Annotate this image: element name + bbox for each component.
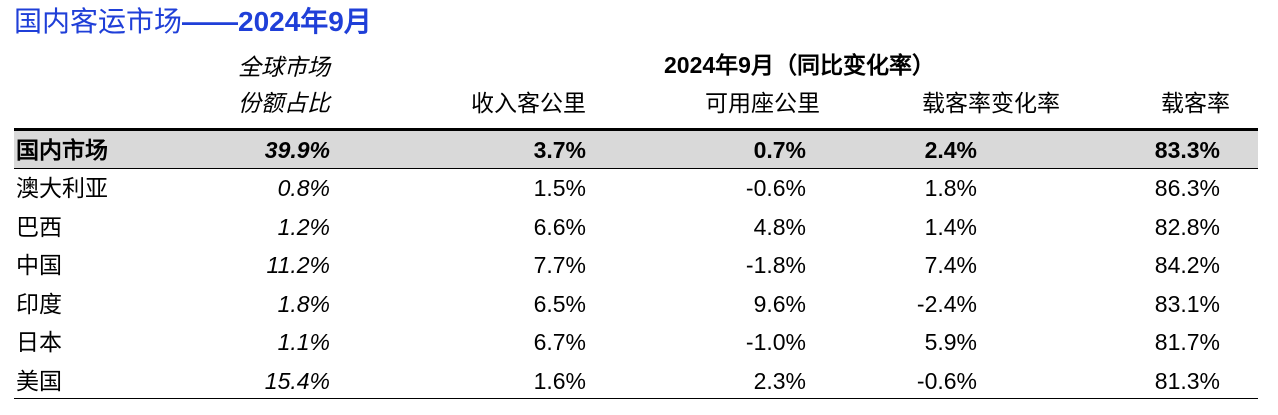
load-factor-cell: 83.3% <box>1154 137 1220 163</box>
rpk-cell: 6.5% <box>533 291 586 317</box>
ask-cell: 4.8% <box>753 214 806 240</box>
load-factor-cell: 86.3% <box>1154 175 1220 201</box>
table-row: 美国 15.4% 1.6% 2.3% -0.6% 81.3% <box>14 362 1258 400</box>
lf-change-cell: -2.4% <box>916 291 977 317</box>
lf-change-cell: 1.8% <box>924 175 977 201</box>
market-share-cell: 1.8% <box>277 291 330 317</box>
column-header-lf: 载客率 <box>1161 90 1230 116</box>
market-share-cell: 11.2% <box>266 252 330 278</box>
market-name-cell: 印度 <box>16 291 62 317</box>
load-factor-cell: 82.8% <box>1154 214 1220 240</box>
rpk-cell: 3.7% <box>533 137 586 163</box>
table-row: 中国 11.2% 7.7% -1.8% 7.4% 84.2% <box>14 246 1258 284</box>
header-rule <box>14 128 1258 131</box>
market-share-cell: 39.9% <box>264 137 330 163</box>
table-row: 日本 1.1% 6.7% -1.0% 5.9% 81.7% <box>14 323 1258 361</box>
market-name-cell: 澳大利亚 <box>16 175 108 201</box>
market-name-cell: 中国 <box>16 252 62 278</box>
load-factor-cell: 83.1% <box>1154 291 1220 317</box>
market-name-cell: 国内市场 <box>16 137 108 163</box>
column-header-lf-change: 载客率变化率 <box>922 90 1060 116</box>
lf-change-cell: 7.4% <box>924 252 977 278</box>
lf-change-cell: -0.6% <box>916 368 977 394</box>
share-header-line1: 全球市场 <box>238 54 330 80</box>
market-name-cell: 巴西 <box>16 214 62 240</box>
market-share-cell: 1.1% <box>277 329 330 355</box>
ask-cell: 2.3% <box>753 368 806 394</box>
load-factor-cell: 81.7% <box>1154 329 1220 355</box>
market-name-cell: 美国 <box>16 368 62 394</box>
ask-cell: -1.8% <box>745 252 806 278</box>
page-title: 国内客运市场——2024年9月 <box>14 4 372 40</box>
ask-cell: 9.6% <box>753 291 806 317</box>
ask-cell: -0.6% <box>745 175 806 201</box>
rpk-cell: 6.7% <box>533 329 586 355</box>
table-bottom-rule <box>14 398 1258 399</box>
period-group-header: 2024年9月（同比变化率） <box>664 52 935 78</box>
market-share-cell: 0.8% <box>277 175 330 201</box>
rpk-cell: 1.6% <box>533 368 586 394</box>
market-share-cell: 15.4% <box>264 368 330 394</box>
table-row: 巴西 1.2% 6.6% 4.8% 1.4% 82.8% <box>14 208 1258 246</box>
table-row: 澳大利亚 0.8% 1.5% -0.6% 1.8% 86.3% <box>14 169 1258 207</box>
load-factor-cell: 81.3% <box>1154 368 1220 394</box>
rpk-cell: 6.6% <box>533 214 586 240</box>
market-share-cell: 1.2% <box>277 214 330 240</box>
column-header-ask: 可用座公里 <box>705 90 820 116</box>
column-header-rpk: 收入客公里 <box>471 90 586 116</box>
ask-cell: 0.7% <box>753 137 806 163</box>
lf-change-cell: 5.9% <box>924 329 977 355</box>
market-name-cell: 日本 <box>16 329 62 355</box>
title-prefix: 国内客运市场 <box>14 6 183 37</box>
title-dash: —— <box>182 6 239 37</box>
ask-cell: -1.0% <box>745 329 806 355</box>
title-date: 2024年9月 <box>238 6 372 37</box>
lf-change-cell: 1.4% <box>924 214 977 240</box>
table-row: 印度 1.8% 6.5% 9.6% -2.4% 83.1% <box>14 285 1258 323</box>
lf-change-cell: 2.4% <box>924 137 977 163</box>
rpk-cell: 7.7% <box>533 252 586 278</box>
load-factor-cell: 84.2% <box>1154 252 1220 278</box>
share-header-line2: 份额占比 <box>238 90 330 116</box>
table-row-total: 国内市场 39.9% 3.7% 0.7% 2.4% 83.3% <box>14 131 1258 169</box>
rpk-cell: 1.5% <box>533 175 586 201</box>
